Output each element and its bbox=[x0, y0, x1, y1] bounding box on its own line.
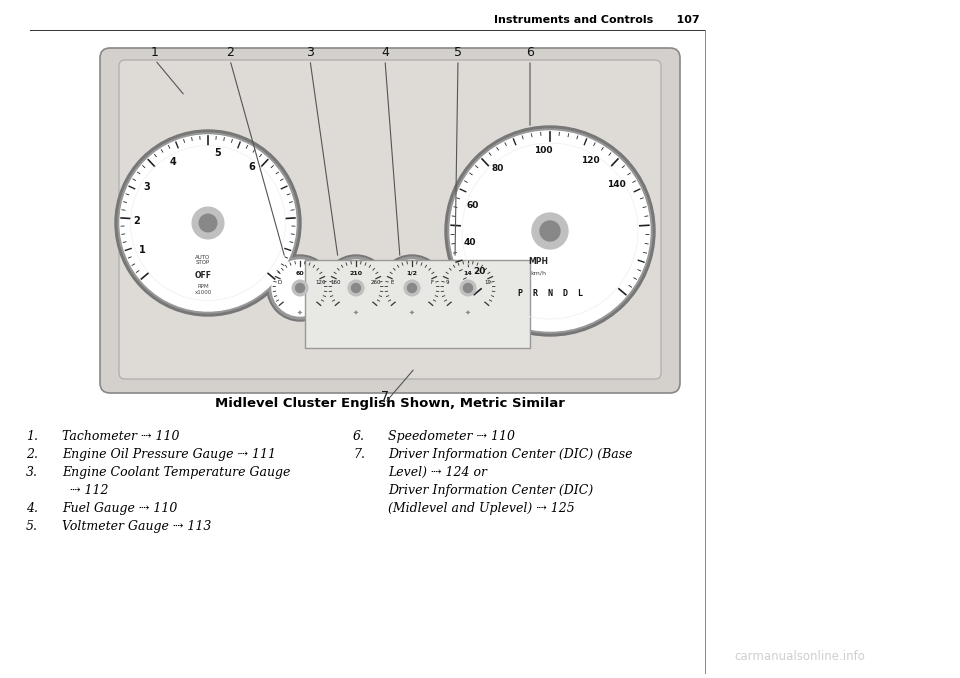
Text: D: D bbox=[277, 281, 282, 285]
Circle shape bbox=[200, 214, 217, 232]
Text: ⇢ 112: ⇢ 112 bbox=[70, 484, 108, 497]
Text: Instruments and Controls      107: Instruments and Controls 107 bbox=[494, 15, 700, 25]
Circle shape bbox=[323, 255, 389, 321]
Text: Level) ⇢ 124 or: Level) ⇢ 124 or bbox=[388, 466, 487, 479]
Text: 4: 4 bbox=[169, 157, 176, 167]
Text: 6: 6 bbox=[249, 162, 255, 172]
Text: Tachometer ⇢ 110: Tachometer ⇢ 110 bbox=[62, 430, 180, 443]
Circle shape bbox=[379, 255, 445, 321]
Text: AUTO
STOP: AUTO STOP bbox=[196, 254, 210, 265]
Circle shape bbox=[328, 260, 384, 316]
Text: P  R  N  D  L: P R N D L bbox=[517, 289, 583, 298]
Circle shape bbox=[460, 280, 476, 296]
Text: ✦: ✦ bbox=[465, 310, 471, 316]
Circle shape bbox=[325, 257, 387, 319]
Text: 3.: 3. bbox=[26, 466, 38, 479]
Circle shape bbox=[272, 260, 328, 316]
Circle shape bbox=[351, 283, 361, 292]
Circle shape bbox=[118, 133, 298, 313]
FancyBboxPatch shape bbox=[100, 48, 680, 393]
Text: 4.: 4. bbox=[26, 502, 38, 515]
Text: 260: 260 bbox=[371, 281, 381, 285]
Text: RPM
x1000: RPM x1000 bbox=[194, 285, 211, 296]
Circle shape bbox=[407, 283, 417, 292]
Text: 5.: 5. bbox=[26, 520, 38, 533]
Text: Voltmeter Gauge ⇢ 113: Voltmeter Gauge ⇢ 113 bbox=[62, 520, 211, 533]
Text: Speedometer ⇢ 110: Speedometer ⇢ 110 bbox=[388, 430, 515, 443]
Text: 210: 210 bbox=[349, 271, 363, 276]
Text: 5: 5 bbox=[214, 148, 221, 158]
Text: Engine Oil Pressure Gauge ⇢ 111: Engine Oil Pressure Gauge ⇢ 111 bbox=[62, 448, 276, 461]
Text: 2: 2 bbox=[133, 216, 140, 226]
Text: Driver Information Center (DIC): Driver Information Center (DIC) bbox=[388, 484, 593, 497]
Text: MPH: MPH bbox=[528, 256, 548, 266]
Text: 120: 120 bbox=[581, 157, 600, 165]
Bar bbox=[305, 260, 530, 348]
Circle shape bbox=[384, 260, 440, 316]
Text: (Midlevel and Uplevel) ⇢ 125: (Midlevel and Uplevel) ⇢ 125 bbox=[388, 502, 575, 515]
Circle shape bbox=[192, 207, 224, 239]
Text: 4: 4 bbox=[381, 47, 389, 60]
Text: 14: 14 bbox=[464, 271, 472, 276]
Circle shape bbox=[296, 283, 304, 292]
Circle shape bbox=[292, 280, 308, 296]
Text: 160: 160 bbox=[330, 281, 341, 285]
Text: 60: 60 bbox=[467, 201, 479, 210]
Text: 1: 1 bbox=[151, 47, 159, 60]
Text: Fuel Gauge ⇢ 110: Fuel Gauge ⇢ 110 bbox=[62, 502, 178, 515]
Circle shape bbox=[532, 213, 568, 249]
Circle shape bbox=[464, 283, 472, 292]
Text: 80: 80 bbox=[492, 165, 504, 174]
Text: 9: 9 bbox=[446, 281, 449, 285]
Text: 1.: 1. bbox=[26, 430, 38, 443]
Text: 20: 20 bbox=[473, 267, 486, 276]
Circle shape bbox=[445, 126, 655, 336]
Text: 3: 3 bbox=[143, 182, 150, 193]
Text: 7: 7 bbox=[381, 389, 389, 403]
Text: 2.: 2. bbox=[26, 448, 38, 461]
Text: km/h: km/h bbox=[530, 271, 546, 275]
Circle shape bbox=[540, 221, 560, 241]
Circle shape bbox=[269, 257, 331, 319]
Text: E: E bbox=[390, 281, 394, 285]
Text: Driver Information Center (DIC) (Base: Driver Information Center (DIC) (Base bbox=[388, 448, 633, 461]
Text: 60: 60 bbox=[296, 271, 304, 276]
Circle shape bbox=[115, 130, 301, 316]
Text: ✦: ✦ bbox=[297, 310, 303, 316]
Text: 100: 100 bbox=[534, 146, 552, 155]
Text: 40: 40 bbox=[464, 238, 476, 247]
Text: 140: 140 bbox=[607, 180, 626, 189]
FancyBboxPatch shape bbox=[119, 60, 661, 379]
Text: 2: 2 bbox=[226, 47, 234, 60]
Text: 7.: 7. bbox=[353, 448, 365, 461]
Text: F: F bbox=[431, 281, 434, 285]
Text: 5: 5 bbox=[454, 47, 462, 60]
Circle shape bbox=[448, 129, 652, 333]
Circle shape bbox=[450, 131, 650, 331]
Circle shape bbox=[267, 255, 333, 321]
Circle shape bbox=[440, 260, 496, 316]
Text: 1: 1 bbox=[139, 245, 146, 255]
Text: 6: 6 bbox=[526, 47, 534, 60]
Circle shape bbox=[435, 255, 501, 321]
Text: ✦: ✦ bbox=[409, 310, 415, 316]
Text: Engine Coolant Temperature Gauge: Engine Coolant Temperature Gauge bbox=[62, 466, 290, 479]
Text: 120: 120 bbox=[315, 281, 325, 285]
Text: OFF: OFF bbox=[195, 271, 211, 280]
Text: 6.: 6. bbox=[353, 430, 365, 443]
Text: ✦: ✦ bbox=[353, 310, 359, 316]
Text: carmanualsonline.info: carmanualsonline.info bbox=[734, 650, 865, 662]
Text: 19: 19 bbox=[485, 281, 492, 285]
Text: Midlevel Cluster English Shown, Metric Similar: Midlevel Cluster English Shown, Metric S… bbox=[215, 397, 564, 410]
Circle shape bbox=[437, 257, 499, 319]
Text: 1/2: 1/2 bbox=[406, 271, 418, 276]
Circle shape bbox=[404, 280, 420, 296]
Circle shape bbox=[120, 135, 296, 311]
Circle shape bbox=[348, 280, 364, 296]
Circle shape bbox=[381, 257, 443, 319]
Text: 3: 3 bbox=[306, 47, 314, 60]
